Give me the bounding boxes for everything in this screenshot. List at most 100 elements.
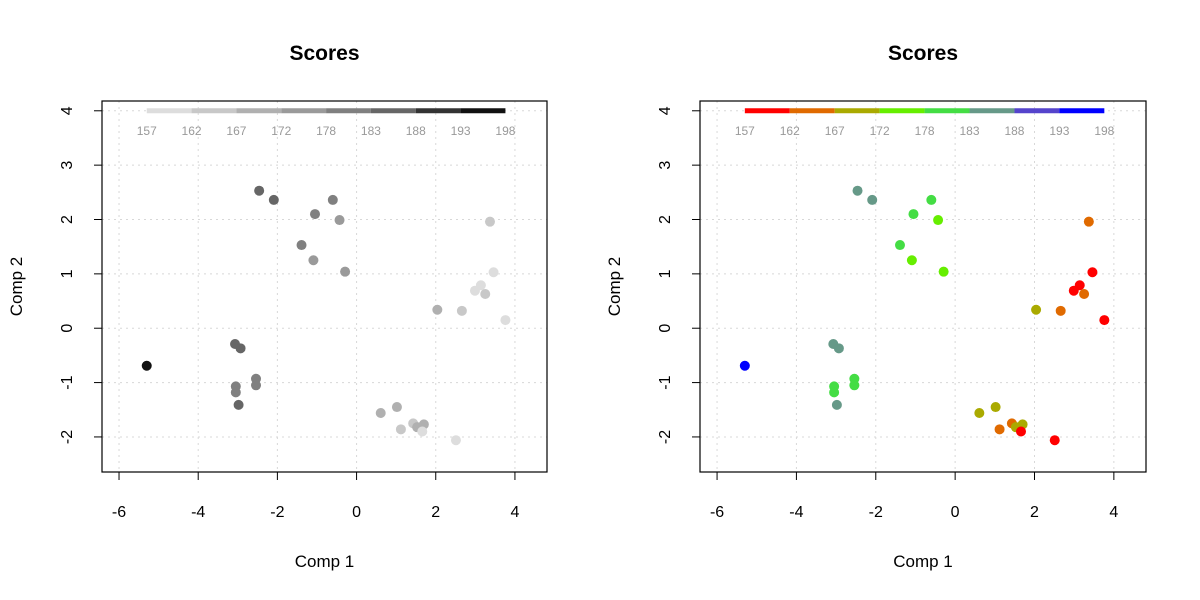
x-tick-label: 0 (951, 504, 960, 521)
y-tick-label: 4 (657, 106, 674, 115)
data-point (417, 426, 428, 437)
data-point (974, 408, 985, 419)
data-point (829, 387, 840, 398)
y-tick-label: -2 (657, 430, 674, 444)
legend-label: 188 (406, 124, 426, 138)
data-point (296, 240, 307, 251)
x-tick-label: 2 (431, 504, 440, 521)
data-point (480, 288, 491, 299)
data-point (1087, 267, 1098, 278)
y-tick-label: 0 (657, 324, 674, 333)
data-point (908, 209, 919, 220)
chart-title: Scores (888, 42, 958, 65)
legend-label: 172 (271, 124, 291, 138)
x-axis-label: Comp 1 (893, 552, 953, 571)
data-point (1016, 426, 1027, 437)
data-point (933, 215, 944, 226)
legend-label: 178 (316, 124, 336, 138)
data-point (469, 285, 480, 296)
data-point (831, 399, 842, 410)
data-point (867, 194, 878, 205)
y-tick-label: -1 (657, 375, 674, 389)
legend-label: 157 (137, 124, 157, 138)
data-point (141, 360, 152, 371)
scatter-panel-1: 157 162 167 172 178 183 188 193 198 -6 -4 -2 0 2 4 -2 -1… (7, 42, 548, 571)
data-point (1079, 288, 1090, 299)
data-point (938, 266, 949, 277)
data-point (395, 424, 406, 435)
data-point (1031, 304, 1042, 315)
legend-label: 157 (735, 124, 755, 138)
legend-label: 198 (495, 124, 515, 138)
legend-label: 167 (226, 124, 246, 138)
x-tick-label: -6 (710, 504, 724, 521)
x-tick-label: -2 (270, 504, 284, 521)
data-point (254, 185, 265, 196)
legend-label: 193 (451, 124, 471, 138)
y-axis-label: Comp 2 (605, 257, 624, 317)
y-tick-label: 3 (59, 161, 76, 170)
data-point (432, 304, 443, 315)
data-point (1055, 305, 1066, 316)
x-tick-label: -4 (789, 504, 803, 521)
data-point (990, 402, 1001, 413)
y-tick-label: -1 (59, 375, 76, 389)
x-tick-label: -4 (191, 504, 205, 521)
data-point (340, 266, 351, 277)
data-point (375, 408, 386, 419)
legend-label: 172 (870, 124, 890, 138)
legend-label: 198 (1094, 124, 1114, 138)
data-point (233, 399, 244, 410)
data-point (308, 255, 319, 266)
chart-title: Scores (289, 42, 359, 65)
data-point (1083, 216, 1094, 227)
x-tick-label: -6 (112, 504, 126, 521)
data-point (926, 194, 937, 205)
x-tick-label: 4 (510, 504, 519, 521)
legend-label: 162 (182, 124, 202, 138)
data-point (230, 387, 241, 398)
legend-label: 167 (825, 124, 845, 138)
data-point (309, 209, 320, 220)
data-point (500, 315, 511, 326)
data-point (894, 240, 905, 251)
data-point (1049, 435, 1060, 446)
data-point (456, 305, 467, 316)
x-tick-label: 0 (352, 504, 361, 521)
data-point (1099, 315, 1110, 326)
data-point (327, 194, 338, 205)
data-point (450, 435, 461, 446)
data-point (235, 343, 246, 354)
legend-label: 188 (1004, 124, 1024, 138)
y-tick-label: 3 (657, 161, 674, 170)
data-point (488, 267, 499, 278)
data-point (906, 255, 917, 266)
data-point (833, 343, 844, 354)
y-tick-label: 1 (59, 269, 76, 278)
x-tick-label: 4 (1109, 504, 1118, 521)
y-axis-label: Comp 2 (7, 257, 26, 317)
y-tick-label: 4 (59, 106, 76, 115)
x-tick-label: -2 (869, 504, 883, 521)
y-tick-label: 0 (59, 324, 76, 333)
legend-label: 178 (915, 124, 935, 138)
legend-label: 193 (1049, 124, 1069, 138)
data-point (852, 185, 863, 196)
data-point (484, 216, 495, 227)
data-point (391, 402, 402, 413)
legend-label: 162 (780, 124, 800, 138)
y-tick-label: 1 (657, 269, 674, 278)
data-point (739, 360, 750, 371)
y-tick-label: 2 (59, 215, 76, 224)
x-tick-label: 2 (1030, 504, 1039, 521)
data-point (268, 194, 279, 205)
data-point (849, 380, 860, 391)
x-axis-label: Comp 1 (295, 552, 355, 571)
scatter-panel-2: 157 162 167 172 178 183 188 193 198 -6 -4 -2 0 2 4 -2 -1… (605, 42, 1147, 571)
y-tick-label: -2 (59, 430, 76, 444)
legend-label: 183 (960, 124, 980, 138)
data-point (334, 215, 345, 226)
data-point (994, 424, 1005, 435)
data-point (251, 380, 262, 391)
